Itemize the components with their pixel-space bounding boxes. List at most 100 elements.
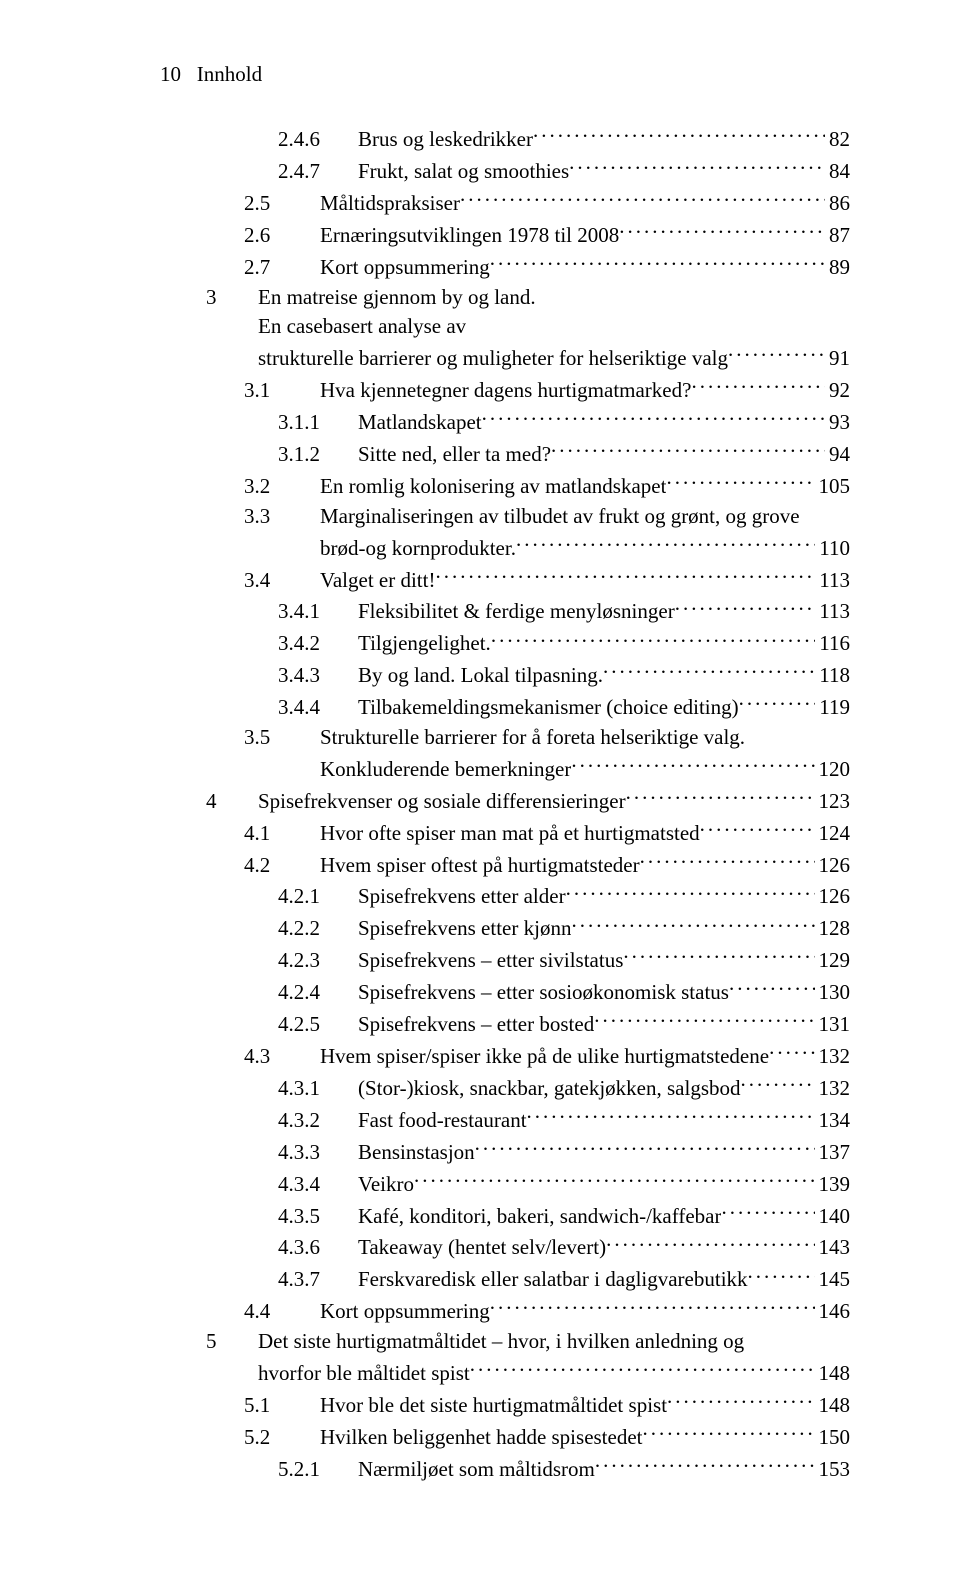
toc-leader-dots xyxy=(571,753,814,776)
toc-entry-number: 4.3.5 xyxy=(160,1202,358,1232)
toc-entry-page: 92 xyxy=(825,376,850,406)
toc-entry: 4Spisefrekvenser og sosiale differensier… xyxy=(160,785,850,817)
toc-leader-dots xyxy=(643,1421,815,1444)
toc-entry-number: 3.5 xyxy=(160,723,320,753)
toc-entry-page: 140 xyxy=(815,1202,851,1232)
toc-entry-label: Måltidspraksiser xyxy=(320,189,460,219)
toc-leader-dots xyxy=(516,532,815,555)
toc-entry-label: Hva kjennetegner dagens hurtigmatmarked? xyxy=(320,376,691,406)
toc-entry: 3.2En romlig kolonisering av matlandskap… xyxy=(160,470,850,502)
toc-entry: 5Det siste hurtigmatmåltidet – hvor, i h… xyxy=(160,1327,850,1357)
toc-entry: 4.2.1Spisefrekvens etter alder126 xyxy=(160,880,850,912)
toc-entry-label: En romlig kolonisering av matlandskapet xyxy=(320,472,666,502)
toc-entry-label: Kafé, konditori, bakeri, sandwich-/kaffe… xyxy=(358,1202,721,1232)
toc-leader-dots xyxy=(691,374,825,397)
toc-entry: 4.4Kort oppsummering146 xyxy=(160,1295,850,1327)
toc-entry: 4.3.1(Stor-)kiosk, snackbar, gatekjøkken… xyxy=(160,1072,850,1104)
toc-entry-label: By og land. Lokal tilpasning. xyxy=(358,661,603,691)
toc-entry-label: Spisefrekvenser og sosiale differensieri… xyxy=(258,787,626,817)
toc-leader-dots xyxy=(729,976,815,999)
toc-entry: 4.2.4Spisefrekvens – etter sosioøkonomis… xyxy=(160,976,850,1008)
toc-entry-number: 5.2.1 xyxy=(160,1455,358,1485)
toc-entry-label: Veikro xyxy=(358,1170,414,1200)
toc-entry-page: 105 xyxy=(815,472,851,502)
toc-entry-page: 91 xyxy=(825,344,850,374)
toc-entry-number: 3.4 xyxy=(160,566,320,596)
toc-leader-dots xyxy=(769,1040,814,1063)
toc-entry: 3.4.3By og land. Lokal tilpasning.118 xyxy=(160,659,850,691)
toc-leader-dots xyxy=(748,1263,815,1286)
toc-entry-label: (Stor-)kiosk, snackbar, gatekjøkken, sal… xyxy=(358,1074,741,1104)
toc-leader-dots xyxy=(470,1357,815,1380)
toc-entry-number: 4.3.6 xyxy=(160,1233,358,1263)
toc-entry-number: 3.4.2 xyxy=(160,629,358,659)
toc-entry: 2.5Måltidspraksiser86 xyxy=(160,187,850,219)
toc-entry-page: 150 xyxy=(815,1423,851,1453)
toc-entry-page: 137 xyxy=(815,1138,851,1168)
toc-entry-continuation: brød-og kornprodukter.110 xyxy=(160,532,850,564)
toc-entry-label: Fast food-restaurant xyxy=(358,1106,527,1136)
toc-entry-page: 82 xyxy=(825,125,850,155)
toc-leader-dots xyxy=(533,123,825,146)
toc-entry-label: Hvilken beliggenhet hadde spisestedet xyxy=(320,1423,643,1453)
toc-entry-label: Bensinstasjon xyxy=(358,1138,475,1168)
toc-leader-dots xyxy=(435,563,815,586)
toc-entry: 4.2.3Spisefrekvens – etter sivilstatus12… xyxy=(160,944,850,976)
toc-entry-label: Hvem spiser/spiser ikke på de ulike hurt… xyxy=(320,1042,769,1072)
toc-leader-dots xyxy=(741,1072,815,1095)
toc-entry: 4.3.3Bensinstasjon137 xyxy=(160,1136,850,1168)
toc-entry-number: 3.4.1 xyxy=(160,597,358,627)
toc-entry-label: Marginaliseringen av tilbudet av frukt o… xyxy=(320,502,800,532)
toc-entry-number: 4.4 xyxy=(160,1297,320,1327)
toc-entry-number: 4.3.7 xyxy=(160,1265,358,1295)
toc-entry-page: 129 xyxy=(815,946,851,976)
toc-entry-label: En matreise gjennom by og land. xyxy=(258,283,536,313)
toc-leader-dots xyxy=(569,155,825,178)
toc-entry-number: 3.3 xyxy=(160,502,320,532)
toc-entry-page: 113 xyxy=(815,597,850,627)
toc-entry-continuation: hvorfor ble måltidet spist 148 xyxy=(160,1357,850,1389)
toc-leader-dots xyxy=(595,1453,815,1476)
toc-entry-number: 2.4.6 xyxy=(160,125,358,155)
toc-entry-number: 5.1 xyxy=(160,1391,320,1421)
toc-entry-page: 116 xyxy=(815,629,850,659)
toc-entry: 4.2Hvem spiser oftest på hurtigmatsteder… xyxy=(160,848,850,880)
toc-entry-label: Konkluderende bemerkninger xyxy=(320,755,571,785)
toc-leader-dots xyxy=(739,691,816,714)
toc-entry-number: 4.2.1 xyxy=(160,882,358,912)
toc-entry: 5.1Hvor ble det siste hurtigmatmåltidet … xyxy=(160,1389,850,1421)
toc-entry-label: Spisefrekvens – etter sosioøkonomisk sta… xyxy=(358,978,729,1008)
toc-entry-page: 130 xyxy=(815,978,851,1008)
toc-entry-page: 148 xyxy=(815,1391,851,1421)
toc-entry: 4.3Hvem spiser/spiser ikke på de ulike h… xyxy=(160,1040,850,1072)
toc-entry: 3.4Valget er ditt!113 xyxy=(160,563,850,595)
toc-leader-dots xyxy=(667,1389,814,1412)
toc-entry-number: 3.1 xyxy=(160,376,320,406)
toc-entry: 3.4.1Fleksibilitet & ferdige menyløsning… xyxy=(160,595,850,627)
toc-entry: 5.2Hvilken beliggenhet hadde spisestedet… xyxy=(160,1421,850,1453)
table-of-contents: 2.4.6Brus og leskedrikker822.4.7Frukt, s… xyxy=(160,123,850,1485)
toc-entry: 4.1Hvor ofte spiser man mat på et hurtig… xyxy=(160,817,850,849)
toc-entry-label: Fleksibilitet & ferdige menyløsninger xyxy=(358,597,675,627)
toc-entry-page: 87 xyxy=(825,221,850,251)
toc-entry: 4.2.2Spisefrekvens etter kjønn128 xyxy=(160,912,850,944)
toc-entry-page: 94 xyxy=(825,440,850,470)
toc-entry: 2.7Kort oppsummering89 xyxy=(160,251,850,283)
page-header: 10 Innhold xyxy=(160,62,850,87)
toc-entry-page: 119 xyxy=(815,693,850,723)
toc-entry: 5.2.1Nærmiljøet som måltidsrom153 xyxy=(160,1453,850,1485)
toc-entry-page: 148 xyxy=(815,1359,851,1389)
toc-leader-dots xyxy=(527,1104,815,1127)
toc-entry-label: Spisefrekvens – etter sivilstatus xyxy=(358,946,623,976)
toc-entry-number: 4.3.2 xyxy=(160,1106,358,1136)
toc-entry-page: 89 xyxy=(825,253,850,283)
toc-entry-page: 145 xyxy=(815,1265,851,1295)
toc-entry-label: hvorfor ble måltidet spist xyxy=(258,1359,470,1389)
toc-entry-number: 4.2.4 xyxy=(160,978,358,1008)
toc-entry-label: strukturelle barrierer og muligheter for… xyxy=(258,344,728,374)
toc-entry-number: 3.2 xyxy=(160,472,320,502)
toc-entry-label: Tilgjengelighet. xyxy=(358,629,491,659)
toc-entry-number: 4.3.1 xyxy=(160,1074,358,1104)
toc-leader-dots xyxy=(700,817,815,840)
toc-entry-label: Frukt, salat og smoothies xyxy=(358,157,569,187)
